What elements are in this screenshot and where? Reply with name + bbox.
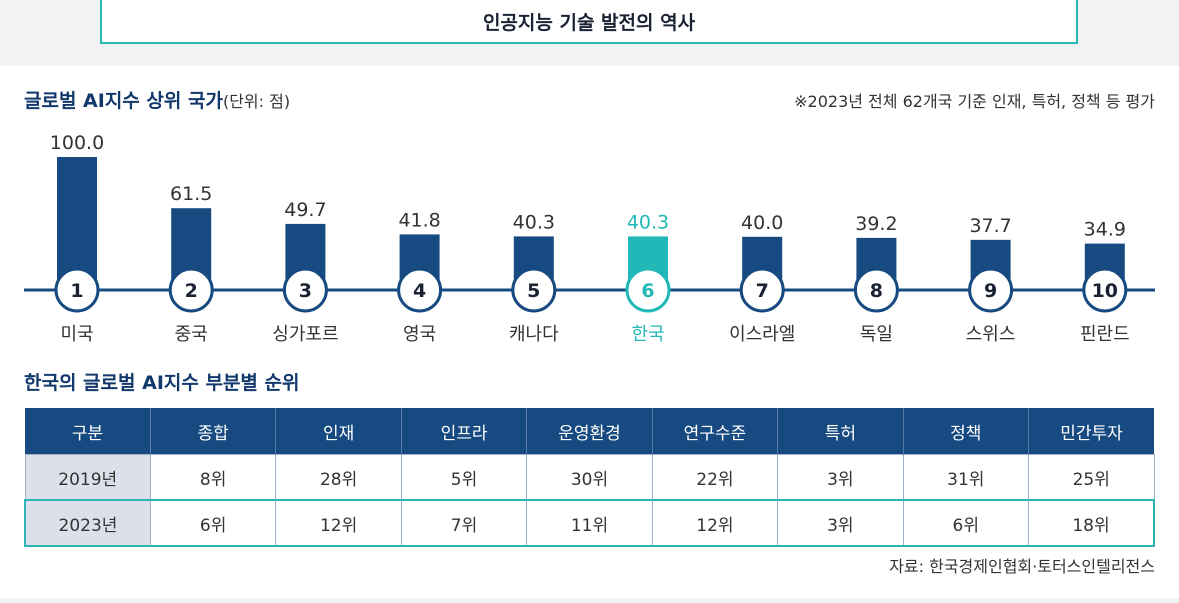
value-label: 100.0 (50, 132, 104, 154)
rank-label: 1 (70, 280, 83, 302)
category-label: 캐나다 (509, 324, 559, 345)
rank-circle (968, 267, 1014, 313)
value-label: 49.7 (284, 199, 326, 221)
rank-table: 구분 종합 인재 인프라 운영환경 연구수준 특허 정책 민간투자 2019년 … (23, 408, 1155, 547)
category-label: 이스라엘 (729, 324, 795, 345)
header-cell: 특허 (777, 408, 904, 455)
rank-circle (739, 267, 785, 313)
rank-label: 8 (870, 280, 883, 302)
rank-cell: 31위 (902, 454, 1030, 501)
rank-cell: 11위 (526, 499, 653, 547)
table-row-highlighted: 2023년 6위 12위 7위 11위 12위 3위 6위 18위 (23, 499, 1155, 547)
bar-chart: 100.0 1 미국 61.5 2 중국 49.7 3 싱가포르 41.8 4 영국 40.3 5 캐나다 4… (24, 132, 1155, 345)
rank-label: 10 (1092, 280, 1118, 302)
header-cell: 민간투자 (1028, 408, 1154, 455)
rank-circle (1082, 267, 1128, 313)
rank-label: 5 (527, 280, 540, 302)
source-note: 자료: 한국경제인협회·토터스인텔리전스 (889, 557, 1155, 576)
category-label: 영국 (403, 324, 436, 345)
chart-note: ※2023년 전체 62개국 기준 인재, 특허, 정책 등 평가 (794, 92, 1155, 111)
category-label: 싱가포르 (272, 324, 338, 345)
category-label: 독일 (860, 324, 893, 345)
rank-cell: 12위 (275, 499, 402, 547)
category-label: 미국 (60, 324, 93, 345)
rank-cell: 6위 (902, 499, 1030, 547)
header-cell: 종합 (150, 408, 277, 455)
rank-label: 3 (299, 280, 312, 302)
rank-label: 6 (641, 280, 654, 302)
rank-label: 7 (756, 280, 769, 302)
rank-cell: 28위 (275, 454, 402, 501)
rank-circle (397, 267, 443, 313)
value-label: 39.2 (855, 213, 897, 235)
rank-cell: 3위 (777, 499, 904, 547)
rank-circle (853, 267, 899, 313)
rank-label: 9 (984, 280, 997, 302)
rank-label: 2 (185, 280, 198, 302)
page-title: 인공지능 기술 발전의 역사 (100, 0, 1078, 44)
year-cell: 2019년 (24, 454, 151, 501)
table-heading: 한국의 글로벌 AI지수 부분별 순위 (24, 372, 300, 394)
rank-label: 4 (413, 280, 426, 302)
rank-cell: 7위 (400, 499, 528, 547)
year-cell: 2023년 (23, 499, 151, 547)
value-label: 40.3 (627, 211, 669, 233)
rank-circle (282, 267, 328, 313)
category-label: 한국 (631, 324, 664, 345)
header-cell: 인프라 (401, 408, 528, 455)
header-cell: 연구수준 (652, 408, 779, 455)
rank-circle (168, 267, 214, 313)
value-label: 34.9 (1084, 219, 1126, 241)
header-cell: 정책 (903, 408, 1030, 455)
rank-cell: 6위 (149, 499, 277, 547)
table-row: 2019년 8위 28위 5위 30위 22위 3위 31위 25위 (24, 454, 1155, 501)
table-header-row: 구분 종합 인재 인프라 운영환경 연구수준 특허 정책 민간투자 (25, 408, 1154, 455)
category-label: 스위스 (966, 324, 1016, 345)
chart-heading: 글로벌 AI지수 상위 국가(단위: 점) (24, 86, 290, 113)
rank-cell: 25위 (1028, 454, 1155, 501)
rank-cell: 5위 (400, 454, 528, 501)
value-label: 61.5 (170, 183, 212, 205)
rank-circle (625, 267, 671, 313)
rank-cell: 3위 (777, 454, 904, 501)
category-label: 핀란드 (1080, 324, 1130, 345)
value-label: 40.3 (513, 211, 555, 233)
rank-circle (54, 267, 100, 313)
rank-cell: 12위 (651, 499, 779, 547)
value-label: 37.7 (969, 215, 1011, 237)
value-label: 41.8 (398, 209, 440, 231)
header-cell: 운영환경 (526, 408, 653, 455)
chart-heading-unit: (단위: 점) (222, 92, 291, 111)
rank-circle (511, 267, 557, 313)
rank-cell: 8위 (149, 454, 277, 501)
category-label: 중국 (175, 324, 208, 345)
chart-heading-title: 글로벌 AI지수 상위 국가 (24, 90, 223, 112)
rank-cell: 22위 (651, 454, 779, 501)
value-label: 40.0 (741, 212, 783, 234)
header-cell: 구분 (25, 408, 151, 455)
rank-cell: 30위 (526, 454, 653, 501)
rank-cell: 18위 (1028, 499, 1155, 547)
header-cell: 인재 (275, 408, 402, 455)
footer-band (0, 598, 1179, 603)
